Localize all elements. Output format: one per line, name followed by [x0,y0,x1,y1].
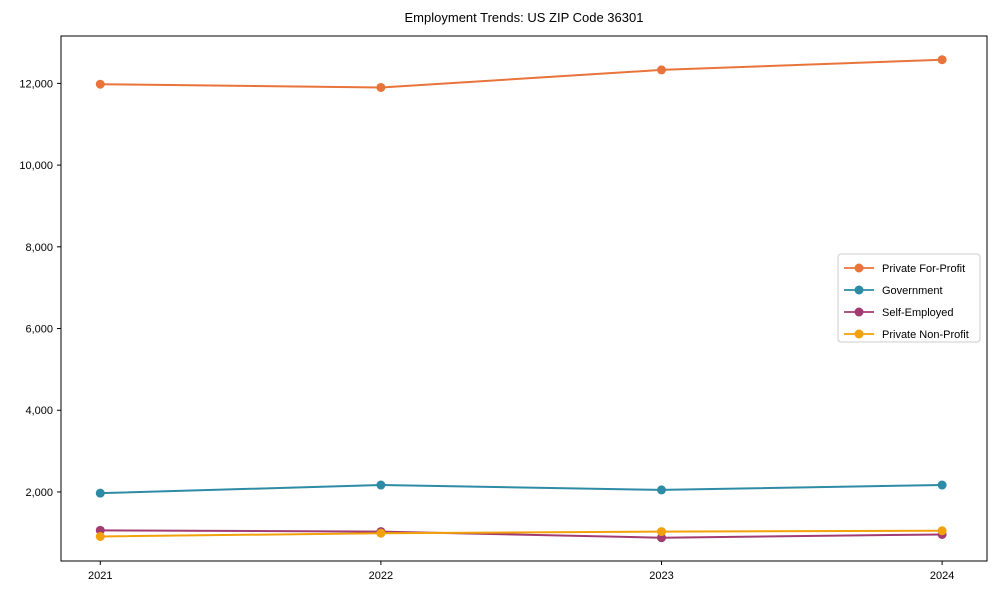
series-line-private-non-profit [100,529,943,538]
legend-marker-private-for-profit [854,263,864,273]
legend: Private For-Profit Government Self-Employe… [837,253,981,343]
y-tick-label: 12,000 [19,78,53,90]
legend-label-self-employed: Self-Employed [882,307,954,319]
legend-label-private-for-profit: Private For-Profit [882,263,965,275]
series-line-self-employed [100,529,943,539]
y-tick-label: 4,000 [25,405,53,417]
legend-box [837,253,981,343]
data-point-marker [937,526,947,536]
legend-marker-government [854,285,864,295]
data-point-marker [95,531,105,541]
legend-marker-private-non-profit [854,329,864,339]
data-point-marker [95,488,105,498]
series-lines [95,55,947,543]
y-tick-label: 8,000 [25,242,53,254]
legend-label-government: Government [882,285,943,297]
x-tick-label: 2023 [649,570,673,582]
x-tick-label: 2022 [369,570,393,582]
data-point-marker [656,485,666,495]
y-tick-label: 2,000 [25,487,53,499]
chart-title: Employment Trends: US ZIP Code 36301 [404,10,644,25]
series-line-private-for-profit [100,58,943,89]
data-point-marker [376,480,386,490]
y-axis: 2,000 4,000 6,000 8,000 10,000 12,000 [19,78,61,499]
y-tick-label: 6,000 [25,324,53,336]
data-point-marker [376,82,386,92]
x-tick-label: 2021 [88,570,112,582]
data-point-marker [376,528,386,538]
data-point-marker [656,65,666,75]
legend-marker-self-employed [854,307,864,317]
data-point-marker [937,55,947,65]
legend-label-private-non-profit: Private Non-Profit [882,329,969,341]
x-axis: 2021 2022 2023 2024 [88,561,954,582]
plot-border [60,35,988,562]
series-line-government [100,484,943,495]
y-tick-label: 10,000 [19,160,53,172]
data-point-marker [656,527,666,537]
x-tick-label: 2024 [930,570,954,582]
data-point-marker [95,79,105,89]
data-point-marker [937,480,947,490]
